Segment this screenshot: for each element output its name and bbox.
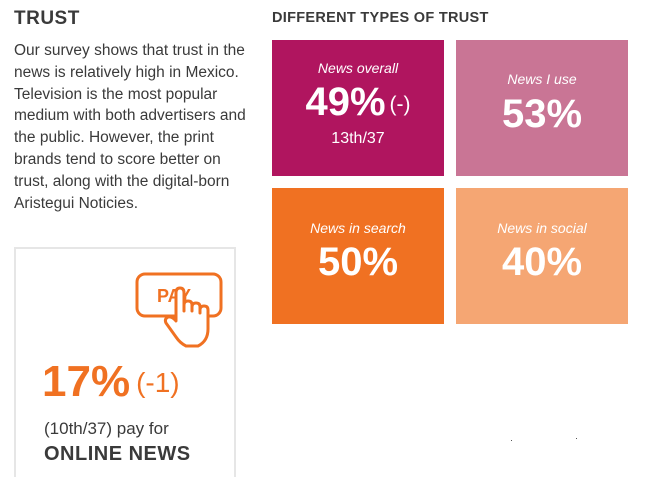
tile-value-row: 49% (-) — [272, 80, 444, 125]
tile-label: News in search — [310, 220, 406, 236]
pay-value-row: 17% (-1) — [42, 357, 180, 407]
tile-value: 40% — [501, 240, 583, 284]
stray-dot — [576, 438, 577, 439]
pay-hand-icon: PAY — [135, 272, 223, 348]
tile-news-in-search: News in search 50% — [272, 188, 444, 324]
tile-value: 50% — [317, 240, 399, 284]
stray-dot — [511, 440, 512, 441]
trust-heading: TRUST — [14, 8, 80, 29]
pay-topic: ONLINE NEWS — [44, 443, 191, 465]
pay-rank-line: (10th/37) pay for — [44, 419, 169, 438]
tile-news-i-use: News I use 53% — [456, 40, 628, 176]
tile-news-overall: News overall 49% (-) 13th/37 — [272, 40, 444, 176]
trust-description: Our survey shows that trust in the news … — [14, 42, 246, 212]
pay-percent: 17% — [42, 357, 131, 406]
pay-change: (-1) — [136, 367, 180, 398]
tile-value: 49% — [305, 80, 386, 124]
pay-for-news-card: PAY 17% (-1) (10th/37) pay for ONLINE NEW… — [14, 247, 236, 477]
tile-rank: 13th/37 — [331, 130, 385, 147]
tile-label: News I use — [507, 71, 577, 87]
tile-change: (-) — [389, 93, 411, 116]
types-of-trust-heading: DIFFERENT TYPES OF TRUST — [272, 10, 489, 26]
tile-label: News in social — [497, 220, 587, 236]
tile-value: 53% — [501, 92, 583, 136]
tile-label: News overall — [317, 60, 399, 76]
tile-news-in-social: News in social 40% — [456, 188, 628, 324]
